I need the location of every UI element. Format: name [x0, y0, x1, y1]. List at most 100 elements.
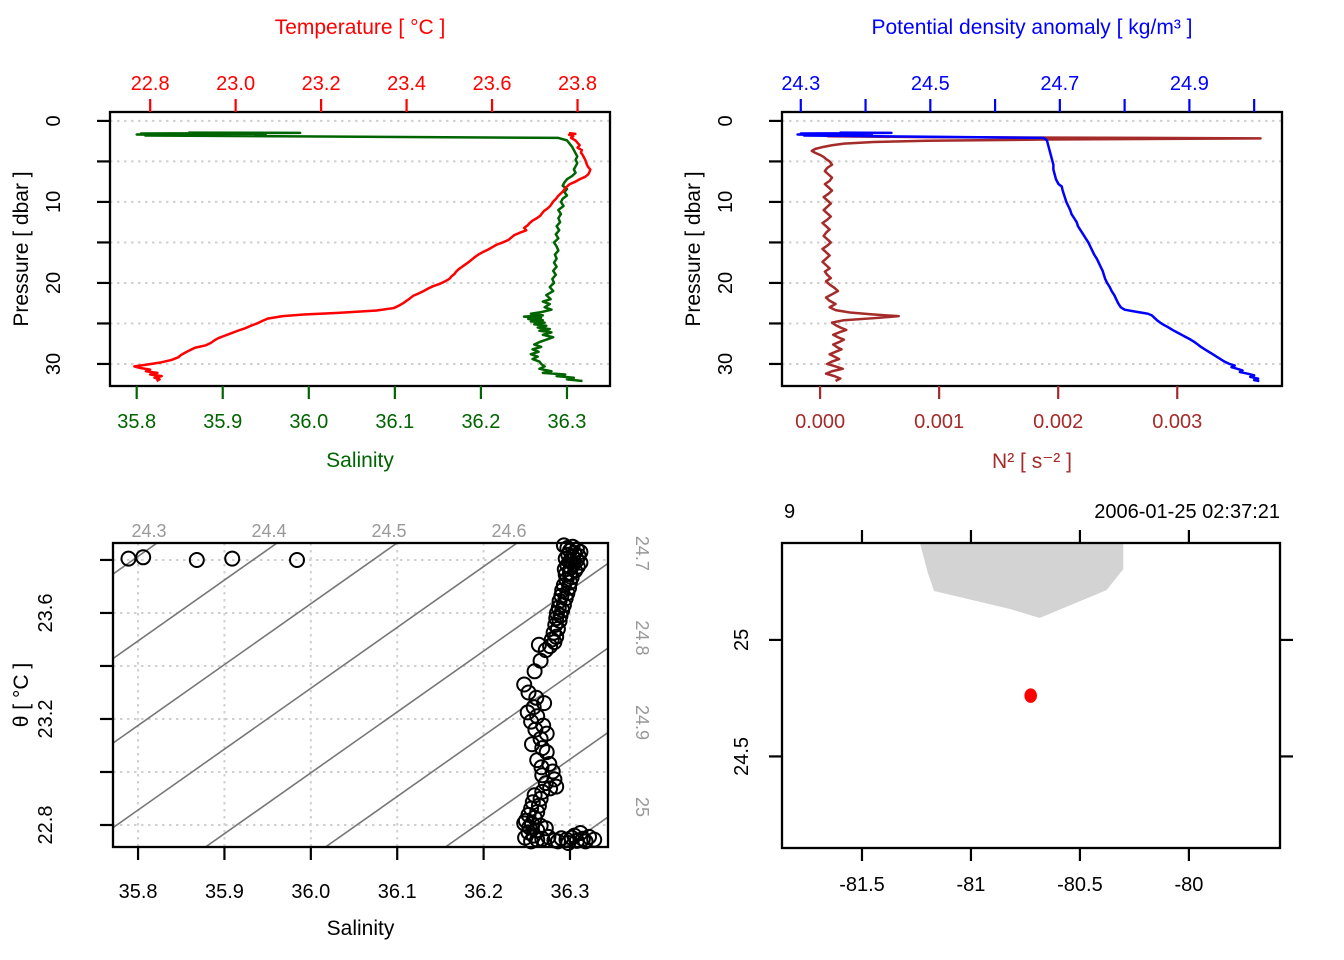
pressure-tick-label: 10 — [43, 191, 65, 213]
frame-layer — [780, 110, 1284, 388]
isopycnal-line — [324, 647, 608, 847]
pressure-tick-label: 0 — [715, 115, 737, 126]
top-axis-tick-label: 23.8 — [558, 73, 597, 95]
bottom-axis-tick-label: 35.9 — [203, 411, 242, 433]
ts-data-point — [542, 780, 559, 797]
ts-data-point — [516, 676, 533, 693]
florida-land-polygon — [919, 543, 1124, 619]
isopycnal-top-label: 24.5 — [371, 521, 406, 541]
bottom-axis-tick-label: 0.003 — [1152, 411, 1202, 433]
plot-box — [111, 541, 610, 849]
pressure-tick-label: 20 — [715, 272, 737, 294]
top-axis-tick-label: 24.5 — [911, 73, 950, 95]
ts-data-point — [224, 550, 241, 567]
bottom-axis-tick-label: 35.8 — [117, 411, 156, 433]
salinity-axis-title: Salinity — [326, 449, 394, 472]
ts-data-point — [546, 771, 563, 788]
gridline-layer — [110, 119, 610, 365]
scatter-layer — [120, 537, 603, 851]
theta-tick-label: 22.8 — [35, 806, 57, 845]
isopycnal-line — [113, 543, 279, 660]
ts-data-point — [542, 638, 559, 655]
theta-tick-label: 23.6 — [35, 594, 57, 633]
ts-data-point — [523, 833, 540, 850]
pressure-tick-label: 0 — [43, 115, 65, 126]
n2-curve — [810, 135, 1262, 383]
ts-data-point — [586, 831, 603, 848]
isopycnal-top-label: 24.6 — [491, 521, 526, 541]
salinity-tick-label: 36.2 — [464, 881, 503, 903]
density-axis-title: Potential density anomaly [ kg/m³ ] — [871, 16, 1193, 39]
isopycnal-layer — [113, 543, 608, 847]
longitude-tick-label: -81 — [957, 874, 986, 896]
axes-layer: 22.8 23.0 23.2 23.4 23.6 23.8 35.8 35.9 36.0 36.1… — [43, 73, 597, 433]
top-axis-tick-label: 23.4 — [387, 73, 426, 95]
theta-axis-title: θ [ °C ] — [10, 662, 33, 728]
plot-box — [780, 541, 1282, 850]
longitude-tick-label: -81.5 — [839, 874, 885, 896]
frame-layer — [108, 110, 612, 388]
top-axis-tick-label: 24.7 — [1040, 73, 1079, 95]
plot-box — [780, 110, 1284, 388]
station-number: 9 — [784, 501, 796, 523]
temperature-curve — [133, 131, 592, 383]
bottom-axis-tick-label: 0.002 — [1033, 411, 1083, 433]
axes-layer: 35.8 35.9 36.0 36.1 36.2 36.3 22.8 23.2 23.6 — [35, 558, 590, 903]
top-axis-tick-label: 22.8 — [131, 73, 170, 95]
salinity-tick-label: 36.0 — [291, 881, 330, 903]
marker-layer — [1024, 688, 1037, 703]
ts-data-point — [519, 704, 536, 721]
potential-density-anomaly-curve — [796, 131, 1260, 383]
pressure-tick-label: 30 — [715, 353, 737, 375]
bottom-axis-tick-label: 36.3 — [548, 411, 587, 433]
theta-tick-label: 23.2 — [35, 700, 57, 739]
latitude-tick-label: 24.5 — [731, 737, 753, 776]
panel-density-n2-profile: 24.3 24.5 24.7 24.9 0.000 0.001 0.002 0.003 0 10 2… — [715, 73, 1284, 433]
pressure-axis-title-right-panel: Pressure [ dbar ] — [682, 171, 705, 327]
isopycnal-right-label: 24.7 — [632, 536, 652, 571]
gridline-layer — [113, 543, 608, 847]
frame-layer — [111, 541, 610, 849]
ts-salinity-axis-title: Salinity — [326, 917, 395, 940]
latitude-tick-label: 25 — [731, 629, 753, 651]
ts-data-point — [546, 634, 563, 651]
top-axis-tick-label: 24.3 — [781, 73, 820, 95]
bottom-axis-tick-label: 0.000 — [795, 411, 845, 433]
pressure-tick-label: 20 — [43, 272, 65, 294]
salinity-tick-label: 36.3 — [551, 881, 590, 903]
ts-data-point — [544, 763, 561, 780]
isopycnal-label-layer: 24.3 24.4 24.5 24.6 24.7 24.8 24.9 25 — [132, 521, 652, 817]
ts-data-point — [289, 552, 305, 568]
salinity-curve — [135, 131, 583, 383]
plot-box — [108, 110, 612, 388]
ts-data-point — [524, 736, 540, 753]
land-layer — [919, 543, 1124, 619]
ts-data-point — [135, 549, 152, 566]
isopycnal-right-label: 24.8 — [632, 620, 652, 655]
top-axis-tick-label: 24.9 — [1170, 73, 1209, 95]
pressure-axis-title-left-panel: Pressure [ dbar ] — [10, 171, 33, 327]
salinity-tick-label: 36.1 — [378, 881, 417, 903]
ts-data-point — [537, 820, 554, 837]
ts-data-point — [547, 616, 564, 633]
bottom-axis-tick-label: 36.0 — [289, 411, 328, 433]
isopycnal-line — [113, 543, 519, 829]
frame-layer — [780, 541, 1282, 850]
salinity-tick-label: 35.8 — [119, 881, 158, 903]
ts-data-point — [537, 775, 554, 792]
bottom-axis-tick-label: 36.2 — [461, 411, 500, 433]
panel-station-map: -81.5 -81 -80.5 -80 24.5 25 — [731, 530, 1293, 896]
ts-data-point — [529, 831, 546, 848]
ts-data-point — [536, 695, 553, 712]
ts-data-point — [526, 663, 543, 680]
top-axis-tick-label: 23.6 — [473, 73, 512, 95]
series-layer — [796, 131, 1262, 383]
panel-ts-diagram: 35.8 35.9 36.0 36.1 36.2 36.3 22.8 23.2 23.6 24.3… — [35, 521, 652, 903]
longitude-tick-label: -80.5 — [1057, 874, 1103, 896]
pressure-tick-label: 10 — [715, 191, 737, 213]
ts-data-point — [549, 605, 565, 621]
isopycnal-line — [444, 731, 608, 847]
series-layer — [133, 131, 592, 383]
ts-data-point — [548, 778, 565, 795]
